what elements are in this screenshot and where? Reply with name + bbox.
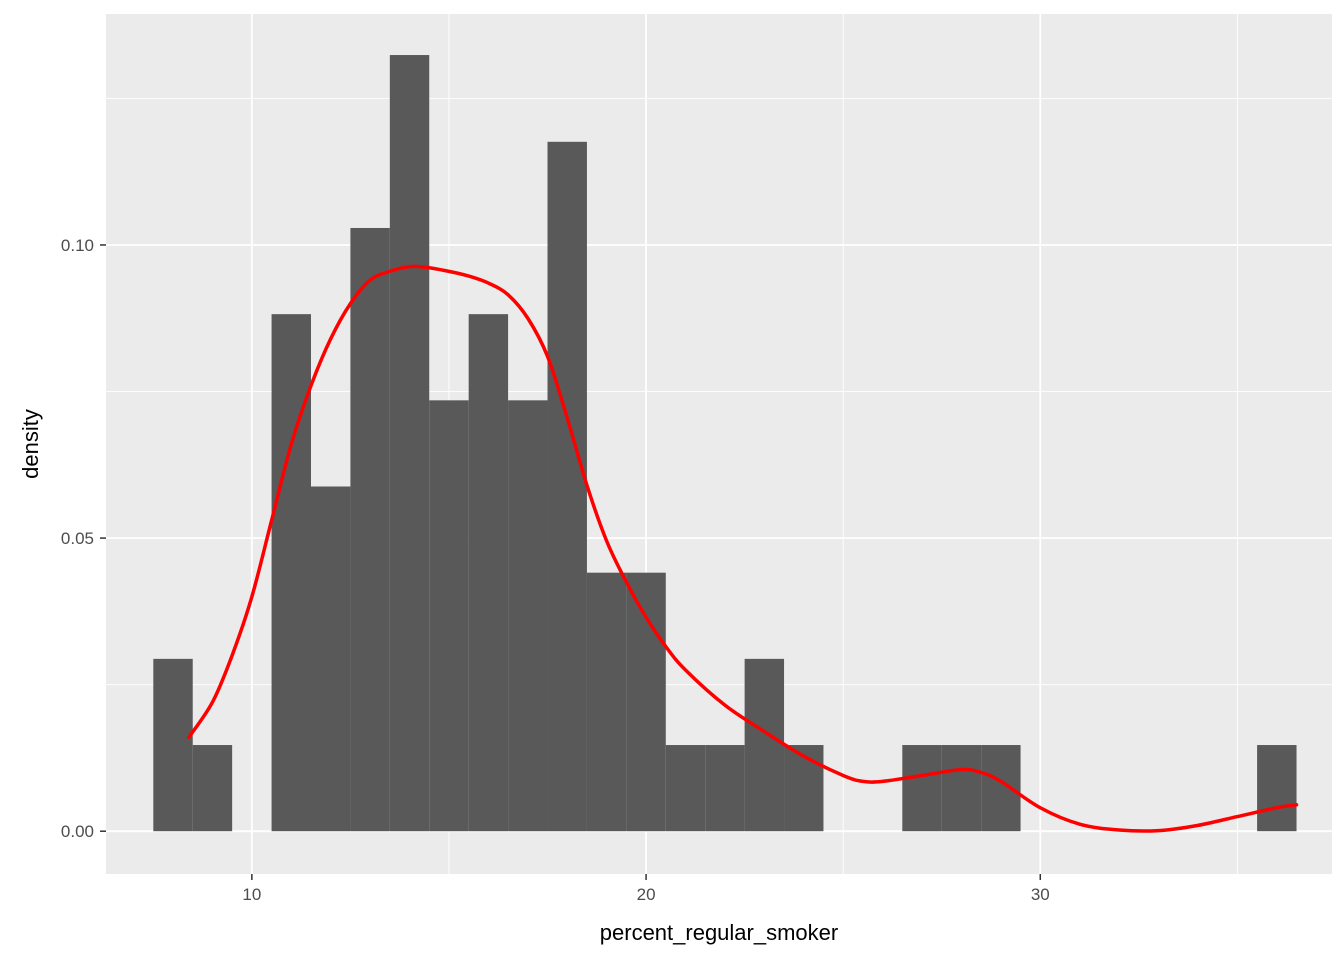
histogram-bar [429, 400, 469, 832]
y-axis: 0.00 0.05 0.10 [61, 236, 106, 841]
histogram-bar [626, 572, 666, 832]
density-curve [187, 264, 1299, 833]
histogram-bar [468, 314, 509, 832]
histogram-bar [981, 745, 1021, 832]
histogram-bar [508, 400, 548, 832]
x-tick-label: 20 [637, 885, 656, 904]
y-tick-label: 0.10 [61, 236, 94, 255]
histogram-bar [586, 572, 627, 832]
histogram-bar [784, 745, 824, 832]
x-axis-title: percent_regular_smoker [600, 920, 838, 945]
histogram-bar [902, 745, 942, 832]
histogram-bar [271, 314, 311, 832]
histogram-bar [310, 486, 351, 832]
histogram-bar [744, 658, 785, 832]
histogram-bar [941, 745, 982, 832]
x-tick-label: 10 [242, 885, 261, 904]
histogram-bars [153, 55, 1297, 832]
histogram-bar [389, 55, 430, 832]
histogram-bar [665, 745, 706, 832]
histogram-bar [192, 745, 233, 832]
histogram-bar [705, 745, 745, 832]
histogram-bar [1257, 745, 1297, 832]
y-tick-label: 0.00 [61, 822, 94, 841]
y-axis-title: density [18, 409, 43, 479]
histogram-bar [547, 141, 587, 832]
histogram-bar [153, 658, 193, 832]
x-tick-label: 30 [1031, 885, 1050, 904]
histogram-bar [350, 227, 390, 832]
y-tick-label: 0.05 [61, 529, 94, 548]
x-axis: 10 20 30 [242, 874, 1050, 904]
